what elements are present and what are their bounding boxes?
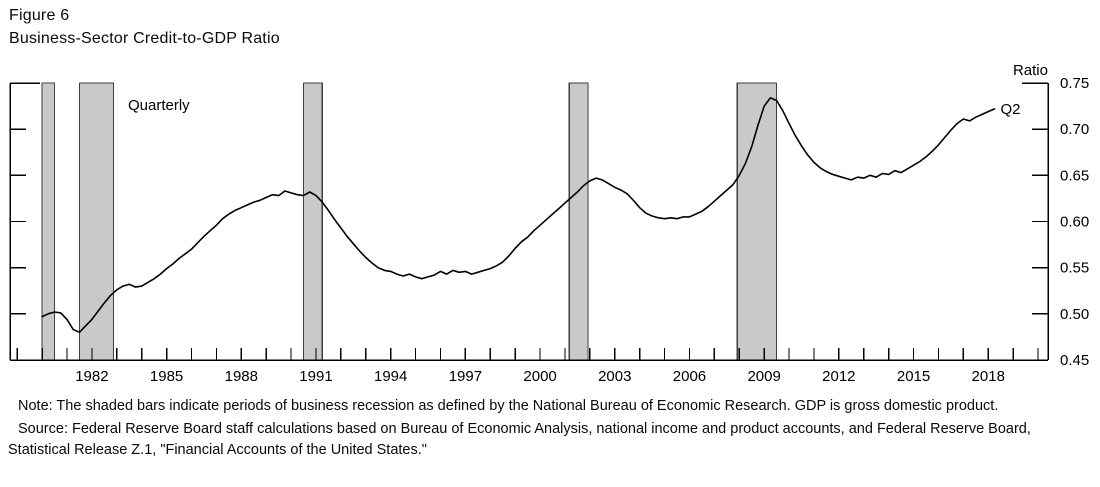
figure-title: Business-Sector Credit-to-GDP Ratio	[9, 30, 280, 47]
recession-band	[302, 82, 323, 361]
y-axis-label: 0.45	[1060, 352, 1089, 369]
axis-unit-label: Ratio	[1013, 62, 1048, 79]
x-axis-label: 2015	[897, 368, 930, 385]
last-point-label: Q2	[1000, 101, 1020, 118]
y-axis-label: 0.55	[1060, 260, 1089, 277]
y-axis-label: 0.60	[1060, 214, 1089, 231]
x-axis-label: 2009	[747, 368, 780, 385]
x-axis-label: 1985	[150, 368, 183, 385]
frequency-label: Quarterly	[128, 97, 190, 114]
note-text: Note: The shaded bars indicate periods o…	[18, 398, 999, 414]
x-axis-label: 2003	[598, 368, 631, 385]
figure-label: Figure 6	[9, 7, 70, 24]
x-axis-label: 1982	[75, 368, 108, 385]
figure-header: Figure 6 Business-Sector Credit-to-GDP R…	[9, 4, 280, 50]
y-axis-label: 0.70	[1060, 121, 1089, 138]
x-axis-label: 2018	[972, 368, 1005, 385]
x-axis-label: 2006	[673, 368, 706, 385]
y-axis-label: 0.50	[1060, 306, 1089, 323]
recession-band	[736, 82, 778, 361]
x-axis-label: 1994	[374, 368, 407, 385]
y-axis-label: 0.65	[1060, 167, 1089, 184]
x-axis-label: 1988	[225, 368, 258, 385]
recession-band	[78, 82, 115, 361]
y-axis-label: 0.75	[1060, 75, 1089, 92]
recession-band	[568, 82, 589, 361]
x-axis-label: 2000	[523, 368, 556, 385]
recession-band	[41, 82, 56, 361]
x-axis-label: 1991	[299, 368, 332, 385]
footnotes: Note: The shaded bars indicate periods o…	[8, 396, 1092, 463]
x-axis-label: 2012	[822, 368, 855, 385]
source-text: Source: Federal Reserve Board staff calc…	[8, 421, 1031, 458]
credit-to-gdp-line	[41, 97, 996, 334]
x-axis-label: 1997	[449, 368, 482, 385]
